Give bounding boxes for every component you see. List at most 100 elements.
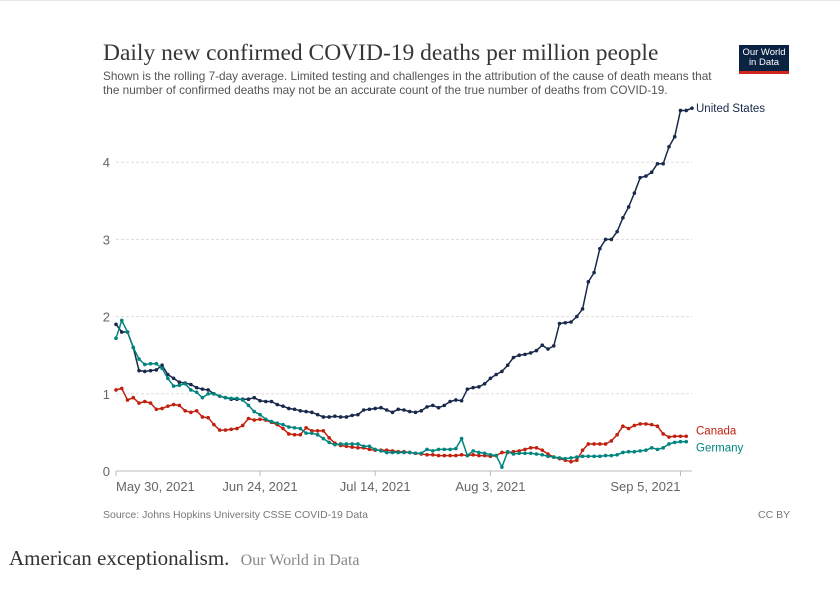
data-point-germany (333, 442, 337, 447)
data-point-united-states (419, 408, 424, 413)
data-point-germany (246, 403, 251, 408)
data-point-united-states (148, 368, 153, 373)
data-point-united-states (373, 406, 378, 411)
data-point-germany (540, 452, 545, 457)
data-point-united-states (517, 353, 521, 358)
data-point-canada (575, 458, 579, 462)
data-point-united-states (384, 408, 389, 412)
data-point-united-states (396, 407, 401, 412)
data-point-canada (655, 424, 660, 429)
data-point-united-states (551, 344, 556, 348)
data-point-united-states (310, 410, 314, 415)
data-point-canada (148, 401, 153, 405)
data-point-united-states (477, 385, 481, 389)
data-point-germany (592, 454, 596, 459)
data-point-germany (235, 396, 239, 401)
data-point-canada (189, 410, 193, 415)
data-point-germany (356, 442, 360, 446)
data-point-germany (373, 447, 378, 452)
y-tick-label: 0 (103, 464, 110, 479)
owid-logo[interactable]: Our World in Data (739, 45, 789, 74)
data-point-united-states (292, 407, 297, 412)
data-point-united-states (281, 404, 285, 408)
data-point-germany (281, 422, 285, 427)
data-point-canada (603, 442, 608, 446)
data-point-canada (246, 416, 251, 421)
data-point-canada (609, 439, 614, 443)
data-point-germany (598, 454, 602, 459)
caption-credit[interactable]: Our World in Data (240, 552, 360, 569)
data-point-germany (344, 442, 349, 446)
data-point-united-states (304, 409, 308, 414)
data-point-united-states (575, 314, 579, 319)
data-point-canada (598, 442, 602, 446)
data-point-canada (644, 422, 648, 426)
data-point-germany (206, 392, 210, 396)
data-point-germany (500, 465, 504, 469)
data-point-germany (667, 442, 671, 446)
data-point-germany (523, 451, 527, 456)
data-point-germany (655, 447, 660, 452)
data-point-germany (459, 436, 464, 441)
data-point-germany (131, 345, 136, 350)
data-point-united-states (454, 398, 458, 402)
data-point-canada (304, 425, 308, 430)
data-point-canada (217, 428, 222, 432)
data-point-germany (367, 444, 372, 449)
data-point-germany (442, 447, 447, 452)
image-caption: American exceptionalism. Our World in Da… (9, 546, 360, 571)
data-point-united-states (269, 399, 274, 404)
series-united-states (114, 106, 694, 419)
data-point-canada (431, 452, 435, 457)
data-point-canada (114, 388, 118, 392)
data-point-germany (396, 450, 401, 455)
data-point-germany (379, 449, 383, 453)
data-point-germany (292, 425, 297, 430)
data-point-canada (425, 452, 429, 457)
data-point-germany (482, 451, 487, 456)
data-point-germany (315, 432, 320, 437)
data-point-canada (200, 415, 205, 419)
data-point-canada (367, 447, 372, 452)
data-point-germany (586, 454, 591, 459)
data-point-canada (327, 436, 331, 440)
data-point-united-states (402, 408, 406, 412)
data-point-germany (160, 366, 164, 371)
data-point-united-states (407, 409, 412, 414)
data-point-canada (569, 459, 573, 464)
data-point-canada (615, 432, 619, 437)
line-canada (115, 387, 687, 463)
data-point-united-states (379, 405, 383, 410)
data-point-germany (621, 450, 625, 455)
data-point-germany (413, 451, 418, 456)
license-link[interactable]: CC BY (758, 509, 791, 521)
data-point-united-states (189, 382, 193, 387)
x-tick-label: Jul 14, 2021 (340, 479, 411, 494)
data-point-germany (137, 357, 141, 361)
data-point-united-states (500, 369, 504, 374)
data-point-canada (678, 434, 683, 439)
series-label-united-states: United States (696, 103, 765, 115)
data-point-canada (194, 408, 199, 413)
data-point-germany (454, 446, 458, 451)
top-divider (0, 0, 840, 1)
data-point-canada (292, 432, 297, 437)
data-point-united-states (459, 398, 464, 403)
data-point-germany (223, 395, 228, 400)
data-point-germany (615, 452, 619, 457)
data-point-germany (465, 453, 470, 458)
data-point-germany (125, 330, 130, 334)
data-point-united-states (678, 108, 683, 113)
data-point-canada (667, 435, 671, 439)
data-point-united-states (655, 161, 660, 166)
data-point-united-states (442, 403, 447, 408)
data-point-united-states (160, 363, 164, 368)
data-point-canada (171, 402, 176, 407)
data-point-united-states (644, 174, 648, 178)
data-point-canada (528, 446, 533, 450)
data-point-germany (350, 442, 354, 446)
data-point-germany (563, 456, 568, 461)
data-point-germany (505, 449, 510, 454)
data-point-canada (684, 434, 689, 439)
data-point-canada (252, 418, 257, 422)
